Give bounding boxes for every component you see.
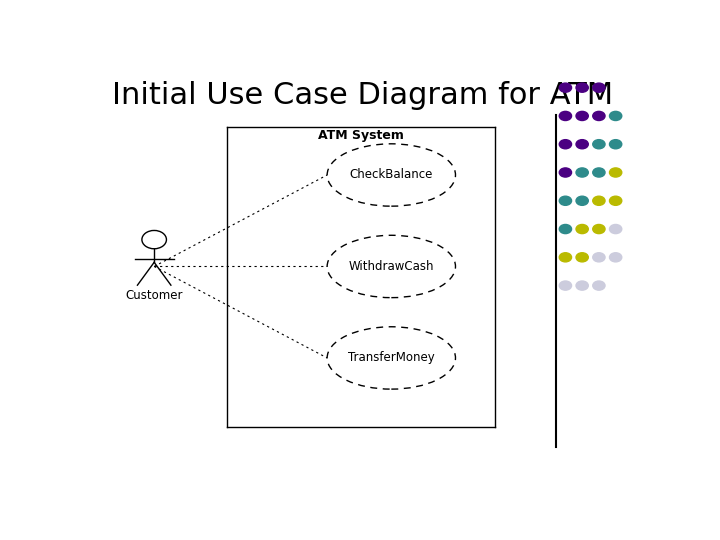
Ellipse shape	[327, 327, 456, 389]
Circle shape	[576, 253, 588, 262]
Circle shape	[576, 196, 588, 205]
Circle shape	[610, 168, 622, 177]
Circle shape	[593, 111, 605, 120]
Circle shape	[593, 225, 605, 234]
Circle shape	[576, 225, 588, 234]
Circle shape	[559, 83, 572, 92]
Circle shape	[610, 253, 622, 262]
Circle shape	[593, 196, 605, 205]
Text: WithdrawCash: WithdrawCash	[348, 260, 434, 273]
Circle shape	[559, 281, 572, 290]
Circle shape	[593, 140, 605, 149]
Circle shape	[576, 111, 588, 120]
Circle shape	[593, 83, 605, 92]
Circle shape	[593, 253, 605, 262]
Text: ATM System: ATM System	[318, 129, 404, 142]
Circle shape	[576, 168, 588, 177]
Circle shape	[559, 168, 572, 177]
Circle shape	[576, 83, 588, 92]
Circle shape	[559, 253, 572, 262]
Circle shape	[559, 111, 572, 120]
Ellipse shape	[327, 144, 456, 206]
Circle shape	[576, 281, 588, 290]
Circle shape	[559, 196, 572, 205]
Circle shape	[610, 225, 622, 234]
Circle shape	[559, 225, 572, 234]
Ellipse shape	[327, 235, 456, 298]
Text: TransferMoney: TransferMoney	[348, 352, 435, 365]
Circle shape	[142, 231, 166, 249]
Circle shape	[593, 168, 605, 177]
Text: Initial Use Case Diagram for ATM: Initial Use Case Diagram for ATM	[112, 82, 613, 111]
Circle shape	[593, 281, 605, 290]
Circle shape	[576, 140, 588, 149]
Text: Customer: Customer	[125, 289, 183, 302]
Circle shape	[610, 111, 622, 120]
Circle shape	[610, 140, 622, 149]
Circle shape	[559, 140, 572, 149]
Text: CheckBalance: CheckBalance	[350, 168, 433, 181]
Circle shape	[610, 196, 622, 205]
